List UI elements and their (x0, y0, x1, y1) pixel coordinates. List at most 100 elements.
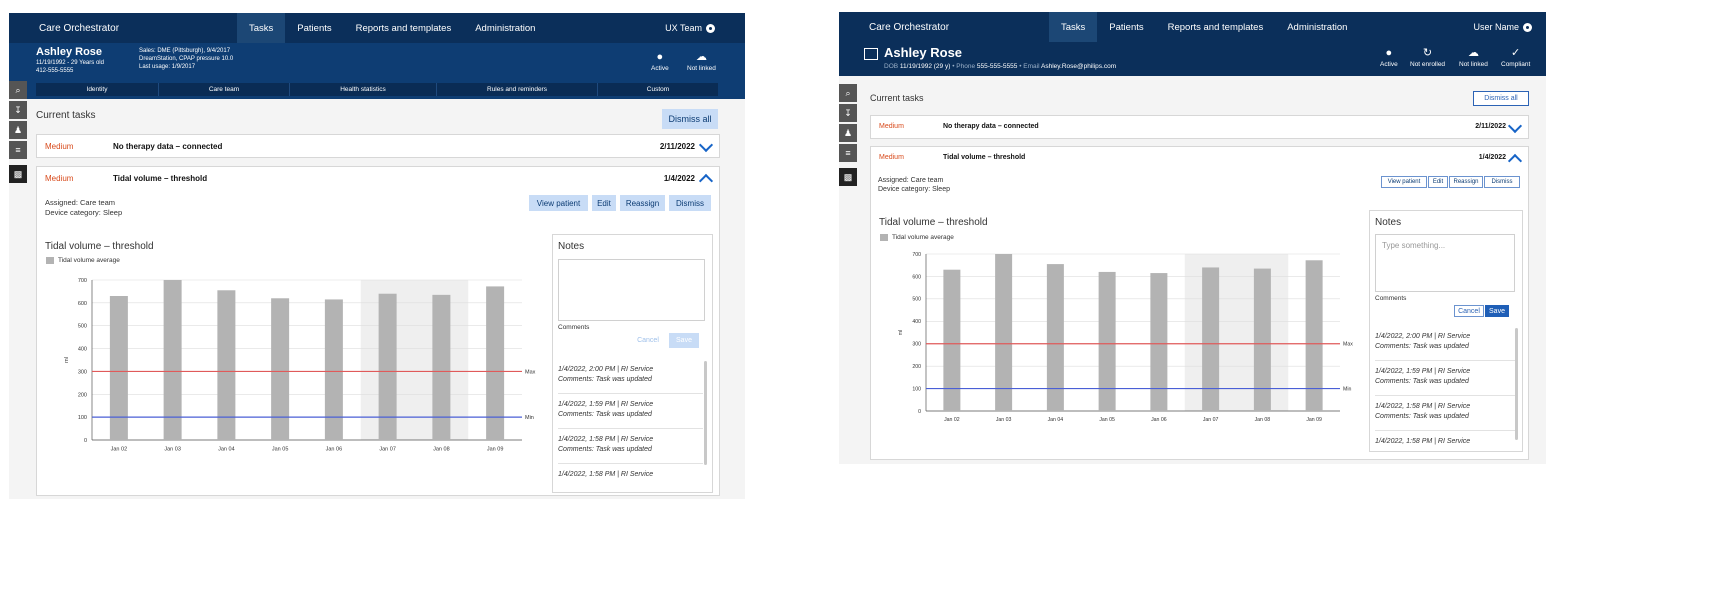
x-tick-label: Jan 02 (944, 417, 960, 423)
left-toolbar: ⌕ ↧ ♟ ≡ ▩ (9, 81, 27, 183)
save-button[interactable]: Save (1485, 305, 1509, 317)
task-row[interactable]: Medium No therapy data – connected 2/11/… (870, 115, 1529, 139)
threshold-label: Max (1343, 342, 1353, 348)
bar (378, 293, 397, 440)
x-tick-label: Jan 09 (1306, 417, 1322, 423)
y-axis-label: ml (898, 330, 904, 335)
comments-label: Comments (1375, 295, 1407, 302)
edit-button[interactable]: Edit (592, 195, 616, 211)
left-toolbar: ⌕ ↧ ♟ ≡ ▩ (839, 84, 857, 186)
x-tick-label: Jan 04 (1048, 417, 1064, 423)
user-name: User Name (1473, 22, 1519, 32)
list-icon[interactable]: ≡ (9, 141, 27, 159)
gear-icon (706, 23, 715, 33)
search-icon[interactable]: ⌕ (839, 84, 857, 102)
comment-list: 1/4/2022, 2:00 PM | RI Service Comments: … (558, 359, 703, 487)
nav-reports[interactable]: Reports and templates (355, 22, 452, 34)
reassign-button[interactable]: Reassign (1449, 176, 1483, 188)
download-icon[interactable]: ↧ (9, 101, 27, 119)
notes-title: Notes (558, 241, 585, 252)
nav-administration[interactable]: Administration (475, 22, 536, 34)
bar (1253, 268, 1271, 411)
y-tick-label: 0 (84, 438, 87, 444)
edit-button[interactable]: Edit (1428, 176, 1448, 188)
notes-textarea[interactable]: Type something... (1375, 234, 1515, 292)
cloud-off-icon: ☁ (695, 51, 707, 63)
task-date: 1/4/2022 (663, 174, 695, 183)
reassign-button[interactable]: Reassign (620, 195, 665, 211)
bar (1098, 271, 1116, 411)
subtab-custom[interactable]: Custom (646, 86, 670, 93)
x-tick-label: Jan 05 (272, 446, 289, 452)
task-priority: Medium (45, 174, 74, 183)
task-title: Tidal volume – threshold (943, 154, 1026, 161)
legend-swatch (880, 234, 888, 241)
task-device: Device category: Sleep (45, 208, 123, 217)
user-menu[interactable]: User Name (1473, 12, 1532, 42)
bar (995, 254, 1013, 411)
y-tick-label: 300 (912, 342, 921, 348)
user-icon[interactable]: ♟ (839, 124, 857, 142)
patient-contact: DOB 11/19/1992 (29 y) • Phone 555-555-55… (884, 63, 1117, 70)
x-tick-label: Jan 06 (1151, 417, 1167, 423)
notes-panel: Notes Comments Cancel Save 1/4/2022, 2:0… (552, 234, 713, 493)
chevron-up-icon[interactable] (698, 173, 714, 189)
nav-patients[interactable]: Patients (297, 22, 332, 34)
highlight-band (360, 280, 469, 440)
chevron-down-icon[interactable] (1507, 118, 1523, 134)
view-patient-button[interactable]: View patient (529, 195, 588, 211)
nav-administration[interactable]: Administration (1287, 21, 1348, 33)
notes-textarea[interactable] (558, 259, 705, 321)
subtab-care-team[interactable]: Care team (159, 83, 290, 96)
chevron-down-icon[interactable] (698, 137, 714, 153)
comment-item: 1/4/2022, 2:00 PM | RI Service Comments: … (558, 359, 703, 394)
chart-title: Tidal volume – threshold (45, 241, 154, 252)
comment-item: 1/4/2022, 1:58 PM | RI Service (558, 464, 703, 487)
cancel-button[interactable]: Cancel (637, 337, 659, 344)
download-icon[interactable]: ↧ (839, 104, 857, 122)
chat-icon[interactable]: ▩ (839, 168, 857, 186)
subtab-health-statistics[interactable]: Health statistics (290, 83, 437, 96)
x-tick-label: Jan 02 (111, 446, 128, 452)
task-row[interactable]: Medium No therapy data – connected 2/11/… (36, 134, 720, 158)
nav-reports[interactable]: Reports and templates (1167, 21, 1264, 33)
comment-item: 1/4/2022, 1:58 PM | RI Service (1375, 431, 1515, 448)
comment-scrollbar[interactable] (1515, 328, 1518, 440)
comment-scrollbar[interactable] (704, 361, 707, 465)
y-tick-label: 400 (78, 347, 87, 353)
subtab-identity[interactable]: Identity (36, 83, 159, 96)
list-icon[interactable]: ≡ (839, 144, 857, 162)
chat-icon[interactable]: ▩ (9, 165, 27, 183)
person-icon: ● (656, 51, 664, 63)
view-patient-button[interactable]: View patient (1381, 176, 1427, 188)
status-active: ● Active (651, 51, 669, 72)
search-icon[interactable]: ⌕ (9, 81, 27, 99)
dismiss-all-button[interactable]: Dismiss all (1473, 91, 1529, 106)
nav-tasks[interactable]: Tasks (1049, 12, 1098, 42)
dismiss-all-button[interactable]: Dismiss all (662, 109, 718, 129)
patient-header: Ashley Rose DOB 11/19/1992 (29 y) • Phon… (839, 42, 1546, 76)
save-button[interactable]: Save (669, 333, 699, 348)
top-nav: Care Orchestrator Tasks Patients Reports… (9, 13, 745, 43)
current-tasks-heading: Current tasks (870, 93, 924, 103)
dismiss-button[interactable]: Dismiss (1484, 176, 1520, 188)
subtab-rules[interactable]: Rules and reminders (437, 83, 598, 96)
y-tick-label: 600 (78, 301, 87, 307)
dismiss-button[interactable]: Dismiss (669, 195, 711, 211)
x-tick-label: Jan 08 (1255, 417, 1271, 423)
task-title: Tidal volume – threshold (113, 174, 208, 183)
task-priority: Medium (879, 123, 904, 130)
user-icon[interactable]: ♟ (9, 121, 27, 139)
user-menu[interactable]: UX Team (665, 13, 715, 43)
nav-patients[interactable]: Patients (1109, 21, 1144, 33)
top-nav: Care Orchestrator Tasks Patients Reports… (839, 12, 1546, 42)
bar (1046, 264, 1064, 411)
nav-tasks[interactable]: Tasks (237, 13, 286, 43)
person-icon: ● (1385, 47, 1393, 59)
cancel-button[interactable]: Cancel (1454, 305, 1484, 317)
x-tick-label: Jan 07 (1203, 417, 1219, 423)
right-panel: Care Orchestrator Tasks Patients Reports… (839, 12, 1546, 464)
current-tasks-heading: Current tasks (36, 110, 96, 121)
chevron-up-icon[interactable] (1507, 153, 1523, 169)
check-icon: ✓ (1511, 47, 1521, 59)
